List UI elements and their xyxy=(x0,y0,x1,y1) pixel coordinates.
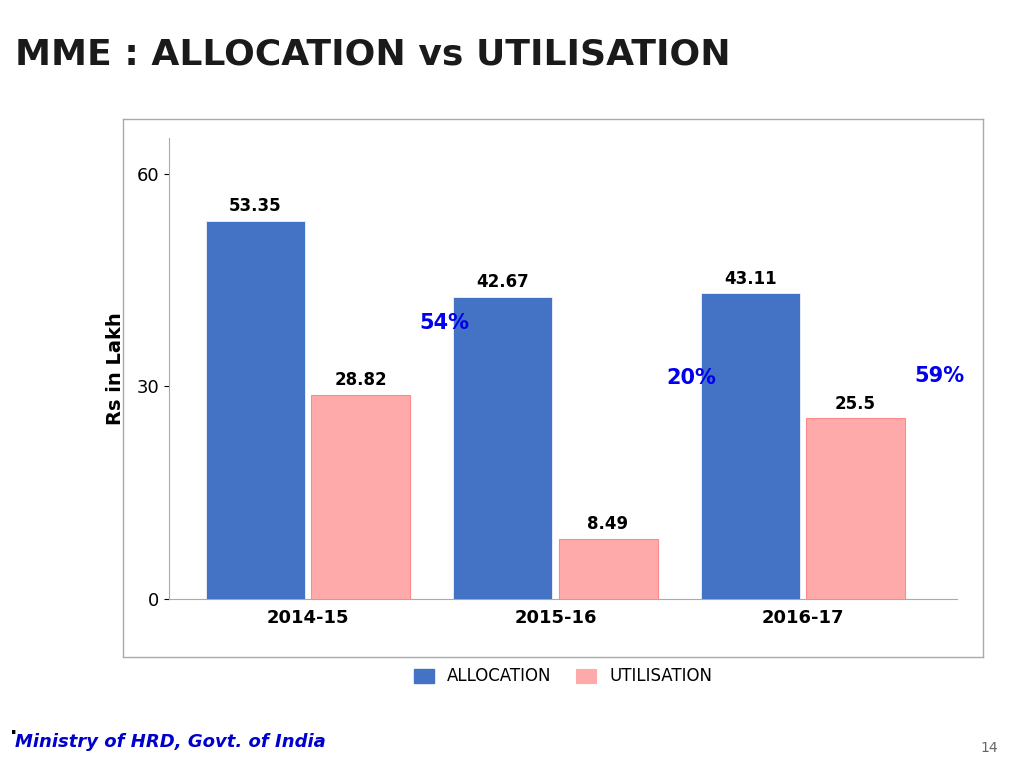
Text: 28.82: 28.82 xyxy=(335,371,387,389)
Text: 43.11: 43.11 xyxy=(724,270,776,288)
Bar xyxy=(454,296,552,599)
Text: .: . xyxy=(10,719,17,738)
Text: 53.35: 53.35 xyxy=(229,197,282,215)
Text: Ministry of HRD, Govt. of India: Ministry of HRD, Govt. of India xyxy=(15,733,326,751)
Text: 67% institutions have been inspected during 2016-17.: 67% institutions have been inspected dur… xyxy=(193,674,831,694)
Text: MME : ALLOCATION vs UTILISATION: MME : ALLOCATION vs UTILISATION xyxy=(15,38,731,72)
Text: 20%: 20% xyxy=(667,368,717,388)
Bar xyxy=(806,419,905,599)
Text: 8.49: 8.49 xyxy=(588,515,629,533)
Bar xyxy=(206,221,305,599)
Text: 14: 14 xyxy=(981,741,998,755)
Text: 25.5: 25.5 xyxy=(835,395,876,412)
Bar xyxy=(700,293,800,599)
Text: 59%: 59% xyxy=(914,366,965,386)
Text: 54%: 54% xyxy=(420,313,469,333)
Bar xyxy=(558,539,657,599)
Legend: ALLOCATION, UTILISATION: ALLOCATION, UTILISATION xyxy=(407,660,720,692)
Text: 42.67: 42.67 xyxy=(476,273,529,291)
Bar xyxy=(311,395,411,599)
Y-axis label: Rs in Lakh: Rs in Lakh xyxy=(106,313,125,425)
